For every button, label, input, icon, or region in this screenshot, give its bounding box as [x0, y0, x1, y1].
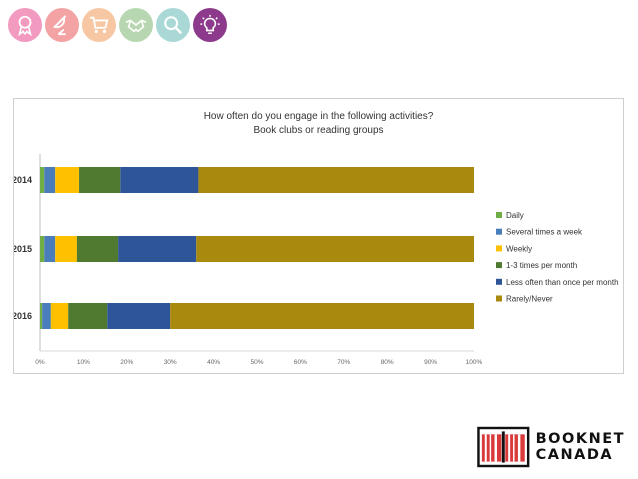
- satellite-dish-icon: [45, 8, 79, 42]
- barcode-book-logo-icon: [477, 426, 530, 468]
- booknet-canada-logo: BOOKNET CANADA: [477, 424, 625, 470]
- shopping-cart-icon: [82, 8, 116, 42]
- bar-2014-1-3-times-per-month: [79, 167, 121, 193]
- bar-2016-several-times-a-week: [42, 303, 51, 329]
- x-tick-label: 50%: [250, 359, 263, 366]
- x-tick-label: 60%: [294, 359, 307, 366]
- y-tick-label: 2014: [14, 175, 32, 185]
- legend-swatch: [496, 262, 502, 269]
- legend-label: 1-3 times per month: [506, 261, 577, 270]
- x-tick-label: 10%: [77, 359, 90, 366]
- legend-label: Rarely/Never: [506, 295, 553, 304]
- y-tick-label: 2016: [14, 311, 32, 321]
- bar-2014-less-often-than-once-per-month: [120, 167, 199, 193]
- x-tick-label: 90%: [424, 359, 437, 366]
- logo-line-1: BOOKNET: [535, 431, 625, 447]
- handshake-icon: [119, 8, 153, 42]
- bar-2015-several-times-a-week: [44, 236, 56, 262]
- bar-2016-daily: [40, 303, 43, 329]
- legend-swatch: [496, 278, 502, 285]
- x-tick-label: 30%: [164, 359, 177, 366]
- bar-2014-several-times-a-week: [44, 167, 56, 193]
- bar-2015-daily: [40, 236, 45, 262]
- award-ribbon-icon: [8, 8, 42, 42]
- bar-2015-weekly: [55, 236, 77, 262]
- x-tick-label: 80%: [381, 359, 394, 366]
- bar-2014-rarely-never: [198, 167, 474, 193]
- legend-swatch: [496, 295, 502, 302]
- legend-swatch: [496, 245, 502, 252]
- x-tick-label: 40%: [207, 359, 220, 366]
- legend-label: Several times a week: [506, 228, 583, 237]
- chart-subtitle: Book clubs or reading groups: [253, 125, 384, 136]
- legend-swatch: [496, 228, 502, 235]
- legend-label: Daily: [506, 211, 524, 220]
- logo-line-2: CANADA: [535, 447, 614, 463]
- bar-2014-weekly: [55, 167, 80, 193]
- bar-2015-rarely-never: [196, 236, 475, 262]
- bar-2016-rarely-never: [170, 303, 474, 329]
- chart-frame: How often do you engage in the following…: [13, 98, 624, 374]
- bar-2016-1-3-times-per-month: [68, 303, 108, 329]
- x-tick-label: 100%: [466, 359, 483, 366]
- legend-swatch: [496, 212, 502, 218]
- bar-2015-less-often-than-once-per-month: [118, 236, 197, 262]
- bar-2015-1-3-times-per-month: [76, 236, 119, 262]
- bar-2014-daily: [40, 167, 45, 193]
- lightbulb-icon: [193, 8, 227, 42]
- chart-plot: 2014 2015 2016 0% 10% 20% 30% 40% 50% 60% 70% 80% 90…: [14, 154, 619, 366]
- bar-2016-less-often-than-once-per-month: [107, 303, 171, 329]
- legend-label: Weekly: [506, 244, 532, 253]
- x-tick-label: 70%: [337, 359, 350, 366]
- y-tick-label: 2015: [14, 244, 32, 254]
- x-tick-label: 20%: [120, 359, 133, 366]
- bar-2016-weekly: [50, 303, 69, 329]
- magnifier-icon: [156, 8, 190, 42]
- chart-title: How often do you engage in the following…: [203, 111, 434, 122]
- legend-label: Less often than once per month: [506, 278, 619, 287]
- x-tick-label: 0%: [35, 359, 45, 366]
- header-icon-row: [8, 8, 227, 42]
